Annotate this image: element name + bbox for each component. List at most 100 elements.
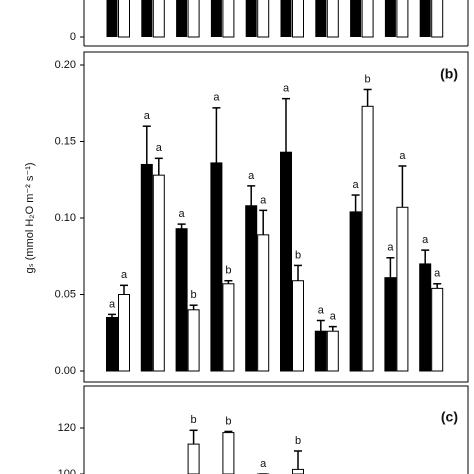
y-tick-label: 0 xyxy=(70,31,76,43)
bar xyxy=(175,228,188,372)
bar-fragment xyxy=(292,0,304,38)
error-bar xyxy=(328,325,337,332)
y-tick-label: 0.00 xyxy=(55,365,76,377)
bar xyxy=(106,316,118,372)
bar-fragment xyxy=(280,0,292,37)
significance-letter: a xyxy=(330,311,337,323)
error-bar xyxy=(189,304,198,310)
error-bar xyxy=(120,284,128,295)
panel-label: (c) xyxy=(441,409,458,425)
bar-fragment xyxy=(419,0,431,37)
bar xyxy=(187,309,200,372)
significance-letter: a xyxy=(387,242,394,254)
error-bar xyxy=(259,209,268,235)
significance-letter: a xyxy=(353,179,360,191)
significance-letter: a xyxy=(422,234,429,246)
error-bar xyxy=(363,88,372,107)
significance-letter: b xyxy=(225,415,231,427)
bar-fragment xyxy=(384,0,396,37)
bar xyxy=(384,277,397,372)
significance-letter: a xyxy=(144,110,151,122)
bar-fragment xyxy=(431,0,444,38)
bar xyxy=(257,234,270,372)
error-bar xyxy=(351,194,360,212)
significance-letter: a xyxy=(260,194,267,206)
significance-letter: a xyxy=(260,458,267,470)
bar xyxy=(140,163,153,372)
bar xyxy=(210,162,223,372)
bar-fragment xyxy=(210,0,222,37)
bar-fragment xyxy=(141,0,153,37)
significance-letter: a xyxy=(434,268,441,280)
error-bar xyxy=(212,107,221,163)
significance-letter: b xyxy=(191,289,197,301)
significance-letter: a xyxy=(213,92,220,104)
bar-fragment xyxy=(176,0,188,37)
bar xyxy=(431,287,444,372)
significance-letter: a xyxy=(399,150,406,162)
y-tick-label: 0.10 xyxy=(55,212,76,224)
significance-letter: b xyxy=(295,435,301,447)
significance-letter: a xyxy=(121,269,128,281)
panel-label: (b) xyxy=(440,66,458,82)
bar xyxy=(222,283,235,372)
bar-fragment xyxy=(350,0,362,37)
error-bar xyxy=(421,249,430,264)
bar xyxy=(222,432,235,474)
error-bar xyxy=(224,279,233,284)
bar xyxy=(292,468,304,474)
bar-fragment xyxy=(106,0,118,37)
bar xyxy=(152,174,165,372)
error-bar xyxy=(398,165,407,208)
error-bar xyxy=(154,157,163,176)
panel-a-frame xyxy=(83,0,469,47)
bar-fragment xyxy=(118,0,130,38)
y-tick-label: 100 xyxy=(58,468,76,474)
bar xyxy=(326,330,339,372)
error-bar xyxy=(386,257,395,278)
error-bar xyxy=(433,283,442,289)
bar xyxy=(187,443,200,474)
y-tick-label: 120 xyxy=(58,422,76,434)
error-bar xyxy=(282,97,290,153)
bar-fragment xyxy=(396,0,409,38)
panel-c-frame xyxy=(83,385,469,474)
error-bar xyxy=(189,429,198,445)
bar xyxy=(361,105,374,372)
bar-fragment xyxy=(361,0,374,38)
bar xyxy=(396,206,409,372)
bar-fragment xyxy=(315,0,327,37)
significance-letter: b xyxy=(365,73,371,85)
bar xyxy=(292,280,304,372)
y-tick-label: 0.20 xyxy=(55,59,76,71)
error-bar xyxy=(294,450,302,470)
significance-letter: a xyxy=(179,208,186,220)
significance-letter: b xyxy=(225,265,231,277)
significance-letter: a xyxy=(156,142,163,154)
bar-fragment xyxy=(187,0,200,38)
error-bar xyxy=(177,223,186,229)
significance-letter: a xyxy=(283,83,290,95)
bar-fragment xyxy=(222,0,235,38)
panel-b-frame xyxy=(83,51,469,383)
y-tick-label: 0.15 xyxy=(55,135,76,147)
bar xyxy=(245,205,258,372)
y-tick-label: 0.05 xyxy=(55,288,76,300)
error-bar xyxy=(247,185,256,206)
error-bar xyxy=(294,264,302,281)
bar xyxy=(349,211,362,372)
bar xyxy=(280,151,292,372)
bar-fragment xyxy=(326,0,339,38)
bar-fragment xyxy=(257,0,270,38)
y-axis-title: gₛ (mmol H₂O m⁻² s⁻¹) xyxy=(24,162,36,273)
bar-fragment xyxy=(245,0,257,37)
error-bar xyxy=(224,430,233,433)
error-bar xyxy=(142,125,151,165)
bar xyxy=(419,263,432,372)
bar xyxy=(118,294,130,372)
significance-letter: a xyxy=(109,298,116,310)
significance-letter: b xyxy=(295,249,301,261)
bar xyxy=(314,330,327,372)
significance-letter: b xyxy=(191,414,197,426)
